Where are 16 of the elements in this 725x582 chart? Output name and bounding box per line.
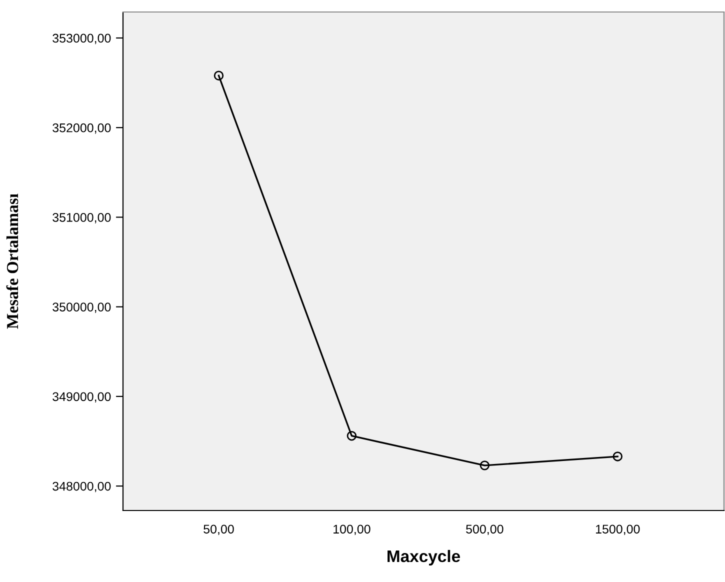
x-tick-label: 1500,00: [596, 524, 640, 536]
y-tick-label: 352000,00: [52, 123, 111, 134]
y-tick-label: 350000,00: [52, 302, 111, 313]
x-axis-title: Maxcycle: [388, 550, 460, 566]
y-tick-label: 349000,00: [52, 392, 111, 403]
point: [480, 460, 490, 470]
y-tick-label: 348000,00: [52, 482, 111, 492]
point: [346, 430, 357, 441]
point: [612, 452, 622, 462]
y-tick-label: 351000,00: [52, 213, 111, 224]
x-tick-label: 100,00: [334, 524, 370, 536]
point: [214, 70, 224, 80]
x-tick-label: 500,00: [466, 524, 504, 536]
y-tick-label: 353000,00: [52, 34, 111, 44]
y-axis-title: Mesafe Ortalaması: [6, 194, 18, 329]
x-tick-label: 50,00: [204, 524, 234, 536]
